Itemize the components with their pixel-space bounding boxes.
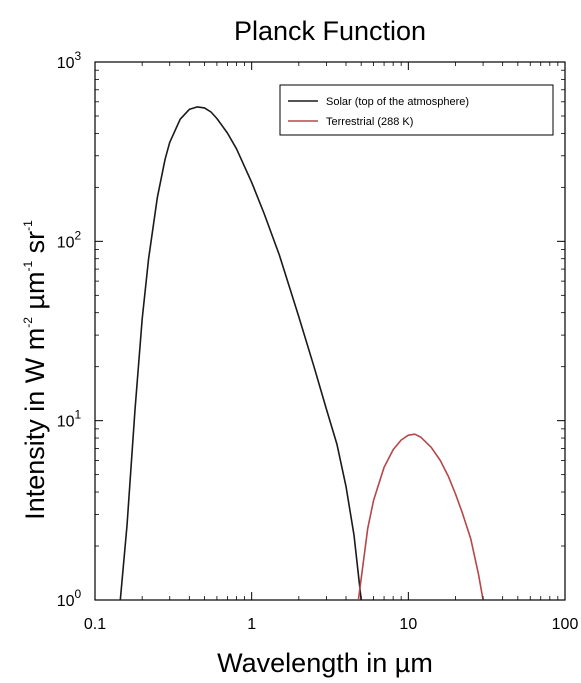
x-axis-label: Wavelength in µm: [217, 648, 433, 678]
x-tick-label: 0.1: [84, 616, 106, 633]
legend: Solar (top of the atmosphere) Terrestrial…: [279, 84, 554, 136]
chart-title: Planck Function: [234, 16, 426, 46]
y-axis-label-part: sr: [20, 231, 50, 261]
y-tick-label: 103: [57, 49, 82, 72]
y-tick-label: 100: [57, 587, 82, 610]
legend-label-2: Terrestrial (288 K): [326, 116, 413, 128]
x-axis-ticks: 0.1 1 10 100: [84, 62, 579, 633]
y-axis-label-part: -2: [21, 317, 35, 328]
y-axis-label-part: -1: [21, 261, 35, 272]
x-tick-label: 100: [552, 616, 579, 633]
legend-label-1: Solar (top of the atmosphere): [326, 96, 469, 108]
series-line-1: [119, 106, 362, 601]
x-tick-label: 10: [399, 616, 417, 633]
series-line-2: [357, 433, 484, 601]
legend-box: [279, 84, 554, 136]
y-axis-label-part: µm: [20, 272, 50, 318]
y-tick-label: 102: [57, 228, 82, 251]
plot-area: 0.1 1 10 100 100 101 102 103: [57, 49, 579, 633]
y-axis-label-part: Intensity in W m: [20, 328, 50, 520]
plot-frame: [94, 61, 566, 601]
legend-items: Solar (top of the atmosphere) Terrestrial…: [288, 96, 469, 128]
x-tick-label: 1: [247, 616, 256, 633]
y-axis-ticks: 100 101 102 103: [57, 49, 565, 610]
y-axis-label: Intensity in W m-2 µm-1 sr-1: [20, 220, 50, 520]
y-axis-label-part: -1: [21, 220, 35, 231]
y-tick-label: 101: [57, 408, 82, 431]
series-layer: [119, 106, 484, 601]
